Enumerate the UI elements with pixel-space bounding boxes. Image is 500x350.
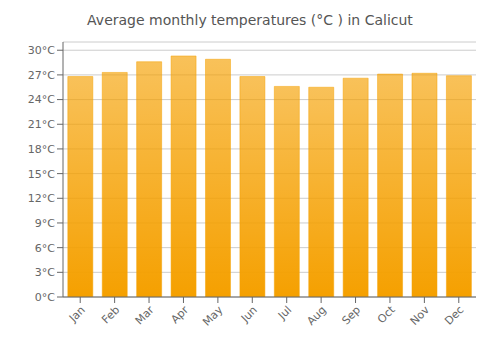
svg-text:15°C: 15°C [28,168,55,181]
svg-text:27°C: 27°C [28,69,55,82]
svg-text:24°C: 24°C [28,93,55,106]
html-text:Average monthly temperatures (: Average monthly temperatures (°C ) in Ca… [87,12,413,28]
svg-text:Jul: Jul [275,303,294,322]
svg-text:Oct: Oct [375,303,398,326]
svg-text:21°C: 21°C [28,118,55,131]
svg-text:3°C: 3°C [35,266,55,279]
svg-text:18°C: 18°C [28,143,55,156]
svg-text:9°C: 9°C [35,217,55,230]
svg-text:Jun: Jun [238,303,260,325]
svg-text:Jan: Jan [66,303,88,325]
svg-text:6°C: 6°C [35,242,55,255]
svg-text:Aug: Aug [304,303,328,327]
svg-text:Mar: Mar [133,303,157,327]
svg-text:12°C: 12°C [28,192,55,205]
svg-text:Feb: Feb [99,303,122,326]
svg-text:Apr: Apr [168,303,191,326]
svg-text:May: May [200,303,226,329]
svg-text:0°C: 0°C [35,291,55,304]
svg-text:Dec: Dec [442,303,466,327]
svg-text:30°C: 30°C [28,44,55,57]
svg-text:Nov: Nov [408,303,433,328]
svg-text:Sep: Sep [339,303,363,327]
